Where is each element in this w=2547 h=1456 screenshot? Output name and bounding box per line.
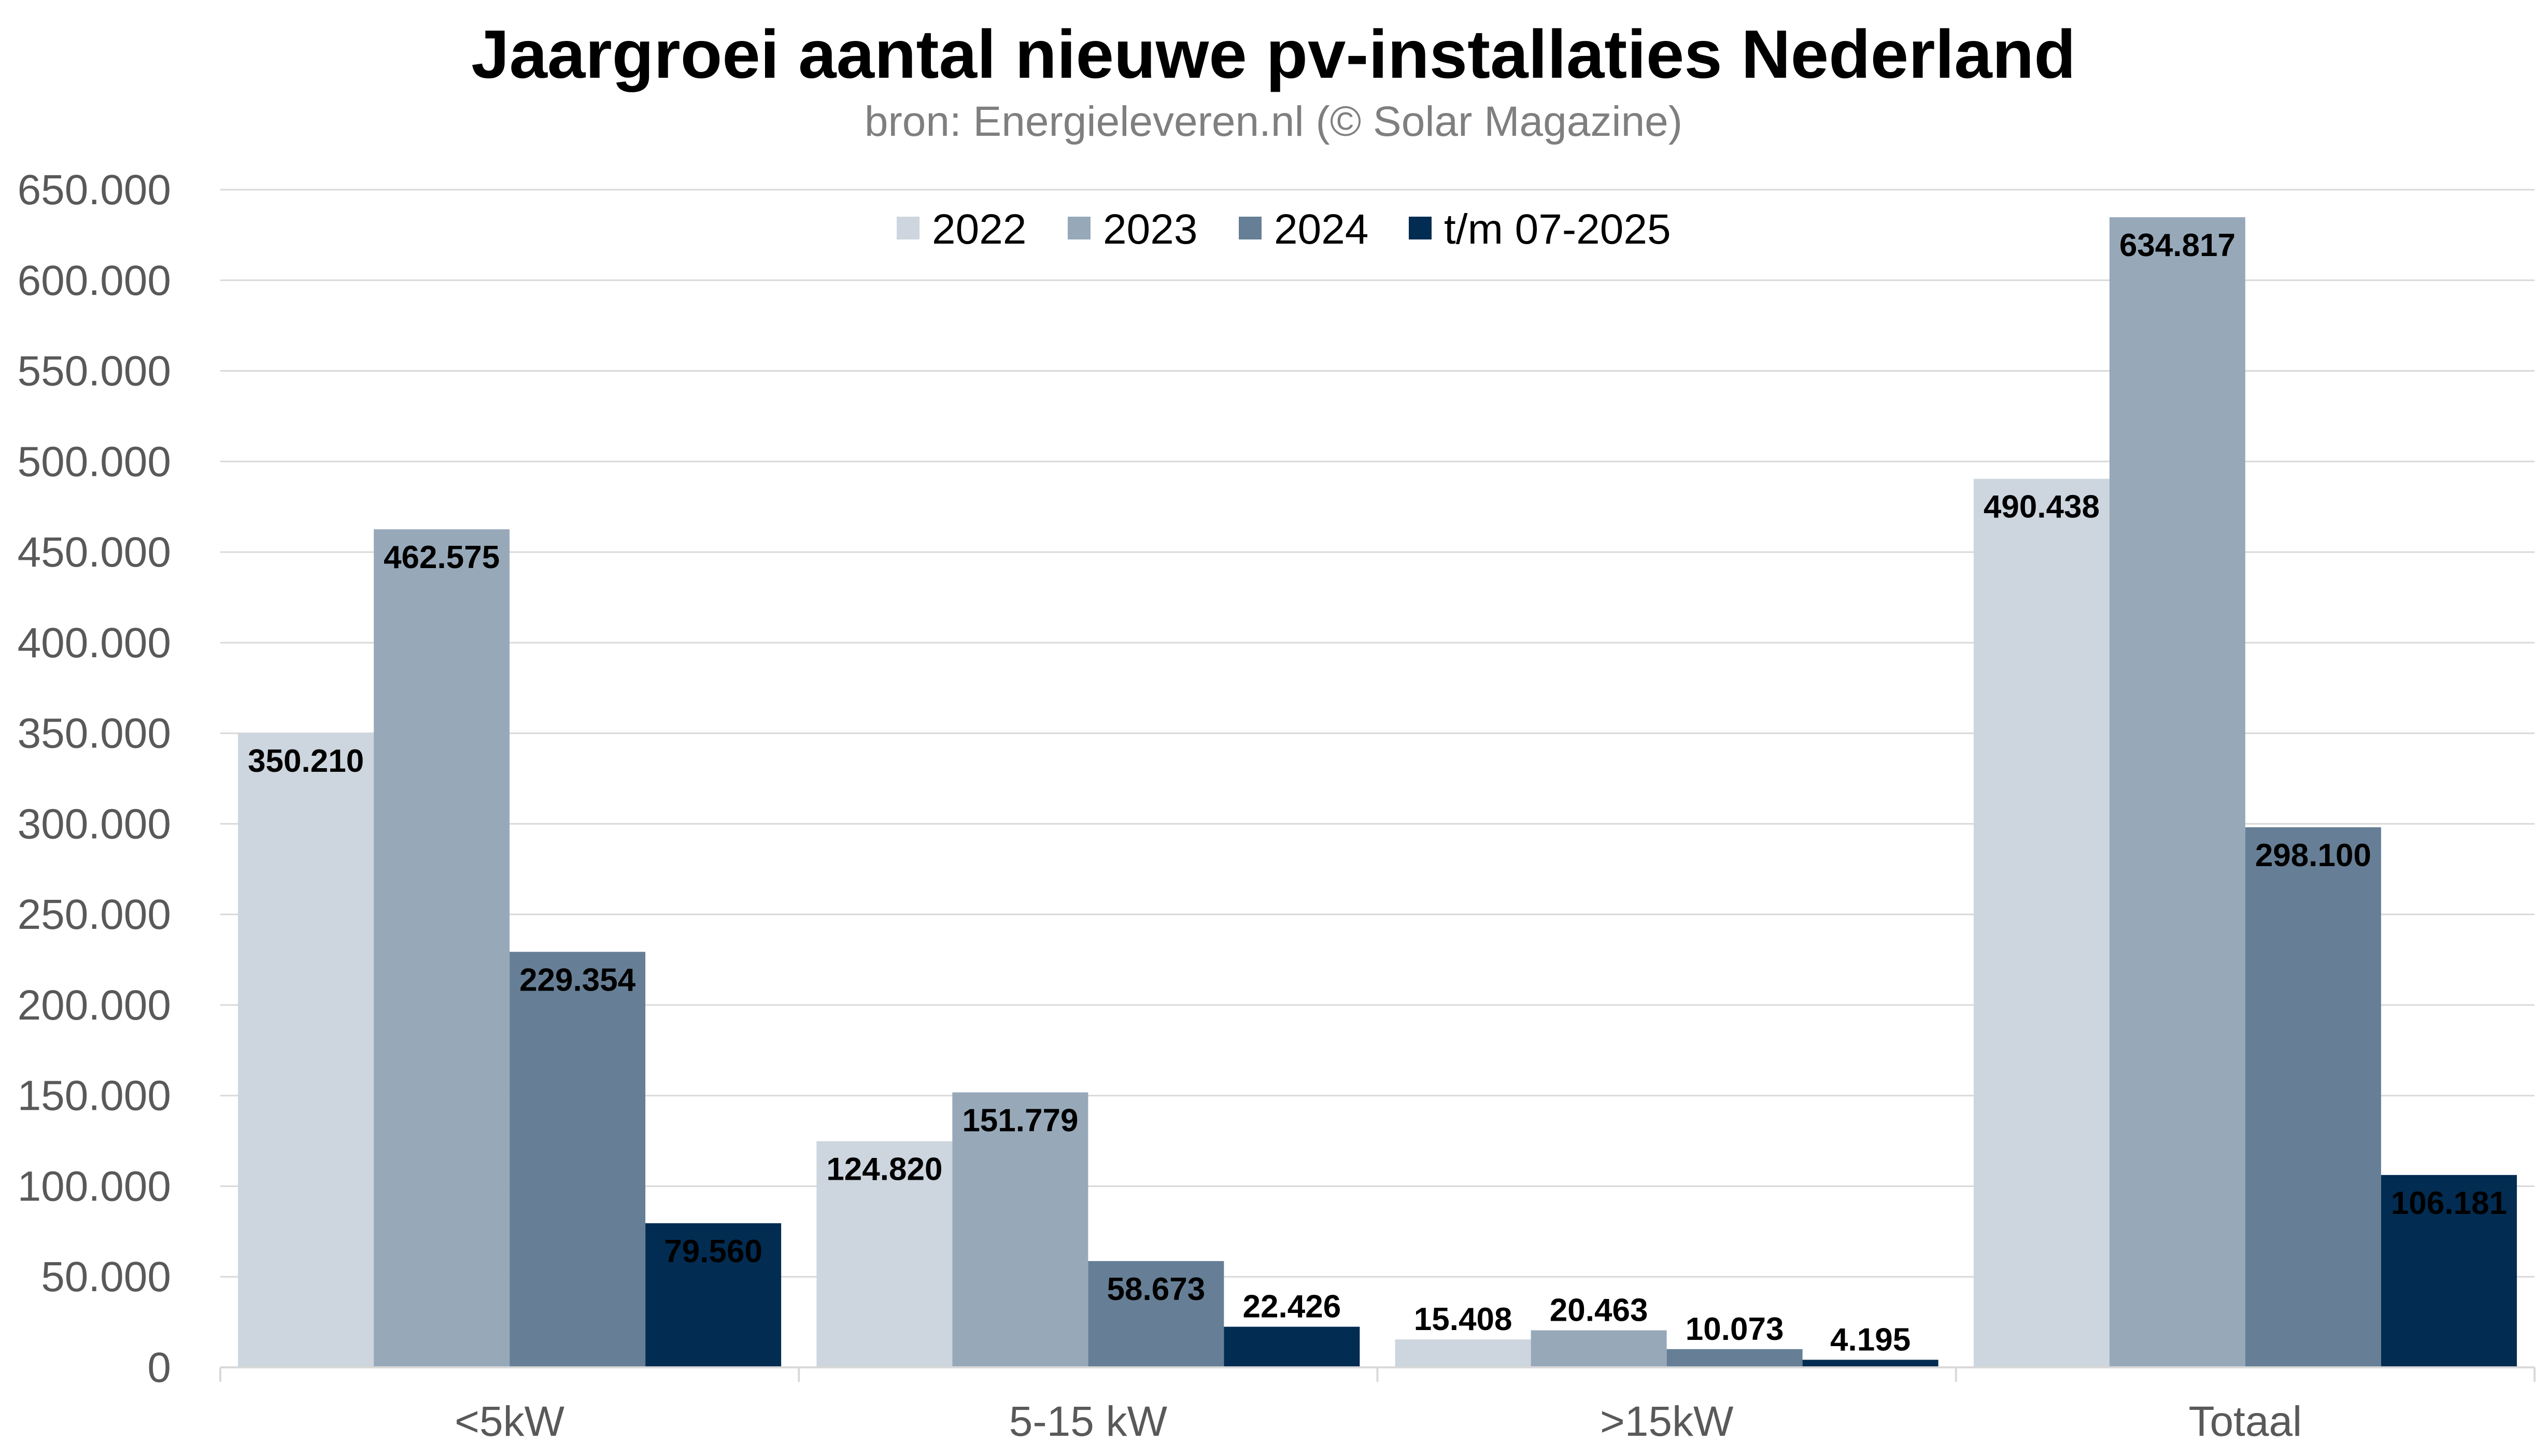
- data-labels: 350.210 462.575 229.354 79.560 124.820 151.77…: [248, 228, 2507, 1358]
- bar: [645, 1223, 782, 1367]
- bar: [1395, 1339, 1531, 1367]
- y-tick-label: 150.000: [18, 1072, 171, 1120]
- y-tick-label: 450.000: [18, 529, 171, 576]
- y-tick-label: 500.000: [18, 438, 171, 485]
- x-axis: <5kW 5-15 kW >15kW Totaal: [219, 1366, 2536, 1445]
- data-label: 22.426: [1243, 1289, 1341, 1325]
- y-tick-label: 350.000: [18, 710, 171, 757]
- x-tick-label: Totaal: [2188, 1398, 2302, 1445]
- y-tick-label: 600.000: [18, 257, 171, 304]
- data-label: 124.820: [826, 1152, 942, 1188]
- data-label: 298.100: [2255, 838, 2371, 873]
- x-tick-label: <5kW: [455, 1398, 564, 1445]
- y-tick-label: 50.000: [41, 1253, 171, 1300]
- bar: [1666, 1349, 1803, 1367]
- data-label: 229.354: [519, 962, 636, 998]
- bar: [816, 1141, 953, 1367]
- data-label: 20.463: [1550, 1292, 1648, 1328]
- data-label: 462.575: [384, 540, 500, 575]
- y-axis-ticks: 0 50.000 100.000 150.000 200.000 250.000 300.0…: [18, 166, 171, 1391]
- legend-swatch: [1409, 217, 1432, 239]
- legend-item: 2022: [897, 206, 1026, 253]
- bar: [2381, 1175, 2517, 1367]
- data-label: 10.073: [1686, 1311, 1784, 1347]
- y-tick-label: 0: [147, 1344, 171, 1391]
- bar: [2245, 827, 2381, 1367]
- legend-swatch: [1239, 217, 1262, 239]
- data-label: 79.560: [664, 1234, 762, 1269]
- bar: [510, 952, 646, 1367]
- legend-item: 2024: [1239, 206, 1368, 253]
- legend-label: 2023: [1103, 206, 1197, 253]
- legend-label: 2022: [932, 206, 1026, 253]
- legend-item: 2023: [1068, 206, 1197, 253]
- legend-label: t/m 07-2025: [1444, 206, 1671, 253]
- legend-swatch: [1068, 217, 1091, 239]
- chart-title: Jaargroei aantal nieuwe pv-installaties …: [471, 16, 2076, 92]
- data-label: 58.673: [1107, 1271, 1206, 1307]
- data-label: 4.195: [1830, 1322, 1911, 1358]
- bar: [1973, 478, 2110, 1368]
- bars: [238, 217, 2517, 1368]
- bar: [238, 732, 374, 1367]
- x-tick-label: >15kW: [1600, 1398, 1734, 1445]
- y-tick-label: 550.000: [18, 348, 171, 395]
- legend-swatch: [897, 217, 919, 239]
- data-label: 634.817: [2119, 228, 2235, 263]
- y-tick-label: 100.000: [18, 1163, 171, 1210]
- y-tick-label: 200.000: [18, 982, 171, 1029]
- bar: [2109, 217, 2245, 1368]
- bar: [952, 1092, 1088, 1367]
- y-tick-label: 300.000: [18, 800, 171, 847]
- y-tick-label: 400.000: [18, 619, 171, 667]
- y-tick-label: 250.000: [18, 891, 171, 938]
- bar: [1802, 1360, 1938, 1367]
- bar: [1088, 1261, 1224, 1367]
- bar: [1531, 1330, 1667, 1367]
- data-label: 106.181: [2391, 1185, 2507, 1221]
- y-tick-label: 650.000: [18, 166, 171, 214]
- data-label: 490.438: [1984, 489, 2100, 525]
- data-label: 350.210: [248, 743, 364, 779]
- bar: [374, 529, 510, 1367]
- data-label: 15.408: [1414, 1302, 1512, 1337]
- legend-item: t/m 07-2025: [1409, 206, 1671, 253]
- data-label: 151.779: [962, 1102, 1078, 1138]
- legend: 2022 2023 2024 t/m 07-2025: [897, 206, 1671, 253]
- chart-subtitle: bron: Energieleveren.nl (© Solar Magazin…: [865, 98, 1682, 145]
- x-tick-label: 5-15 kW: [1009, 1398, 1168, 1445]
- legend-label: 2024: [1274, 206, 1368, 253]
- bar: [1224, 1326, 1360, 1367]
